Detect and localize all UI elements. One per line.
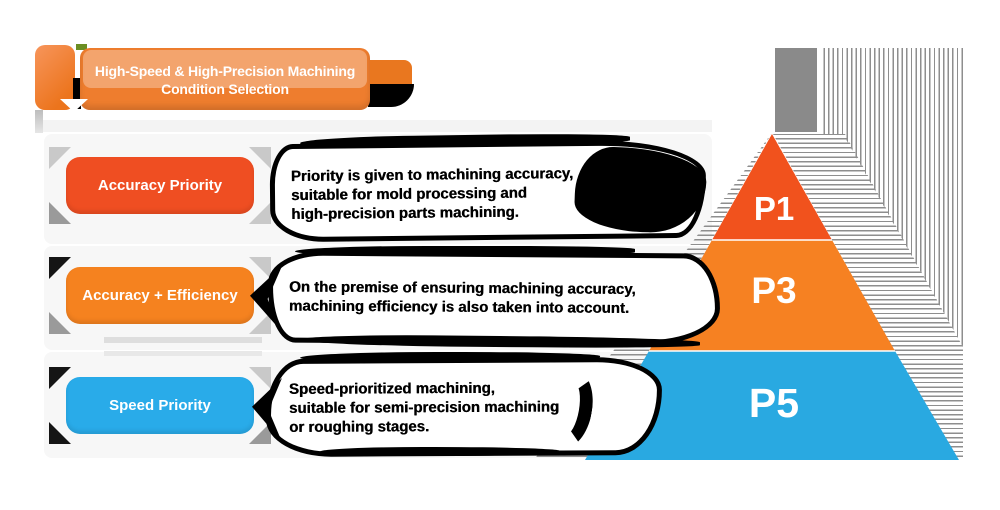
glitch-gray-block bbox=[775, 48, 817, 132]
priority-button-speed[interactable]: Speed Priority bbox=[66, 377, 254, 434]
banner-shadow-wedge bbox=[368, 84, 414, 107]
title-banner: High-Speed & High-Precision Machining Co… bbox=[80, 48, 370, 110]
priority-button-accuracy[interactable]: Accuracy Priority bbox=[66, 157, 254, 214]
page-title: High-Speed & High-Precision Machining Co… bbox=[80, 48, 370, 110]
tier-seam bbox=[649, 350, 895, 352]
speech-bubble-speed: Speed-prioritized machining, suitable fo… bbox=[265, 356, 663, 458]
bubble-text-efficiency: On the premise of ensuring machining acc… bbox=[288, 278, 636, 317]
priority-button-accuracy-efficiency-label: Accuracy + Efficiency bbox=[82, 287, 238, 304]
priority-button-accuracy-label: Accuracy Priority bbox=[97, 177, 223, 194]
bubble-text-speed: Speed-prioritized machining, suitable fo… bbox=[288, 379, 560, 436]
glitch-gray-bar-2 bbox=[104, 351, 262, 356]
banner-green-sliver bbox=[76, 44, 87, 50]
left-edge-strip bbox=[35, 110, 43, 133]
bubble-text-accuracy: Priority is given to machining accuracy,… bbox=[290, 164, 574, 223]
banner-right-extension bbox=[368, 60, 412, 86]
priority-button-speed-label: Speed Priority bbox=[109, 397, 211, 414]
header-underlay-band bbox=[35, 120, 712, 132]
speech-bubble-efficiency: On the premise of ensuring machining acc… bbox=[267, 250, 721, 346]
tier-seam bbox=[712, 239, 832, 241]
ink-smudge bbox=[320, 447, 560, 456]
pyramid-label-p1: P1 bbox=[753, 190, 795, 227]
pyramid-label-p3: P3 bbox=[751, 270, 797, 311]
ink-smudge bbox=[295, 246, 635, 256]
ink-smudge bbox=[300, 352, 600, 362]
pyramid-label-p5: P5 bbox=[748, 380, 800, 426]
glitch-gray-bar-1 bbox=[104, 337, 262, 343]
page-title-line2: Condition Selection bbox=[161, 81, 289, 97]
priority-button-accuracy-efficiency[interactable]: Accuracy + Efficiency bbox=[66, 267, 254, 324]
banner-highlight bbox=[83, 50, 367, 88]
banner-black-sliver bbox=[73, 78, 81, 109]
page-title-line1: High-Speed & High-Precision Machining bbox=[94, 63, 356, 79]
